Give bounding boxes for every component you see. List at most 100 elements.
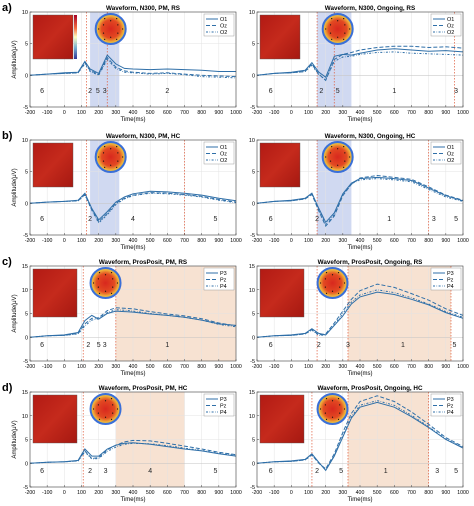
electrode-dot: [329, 24, 332, 26]
segment-label: 2: [315, 216, 319, 223]
y-tick-label: -5: [250, 485, 255, 491]
electrode-dot: [102, 152, 105, 154]
x-axis-label: Time(ms): [120, 117, 145, 123]
y-tick-label: 5: [25, 438, 28, 444]
legend-entry: O1: [447, 17, 454, 23]
x-tick-label: 400: [356, 490, 365, 496]
x-tick-label: 100: [304, 238, 313, 244]
x-tick-label: 0: [290, 490, 293, 496]
x-tick-label: -200: [25, 238, 35, 244]
series-line-O2: [29, 192, 237, 224]
x-tick-label: -200: [252, 110, 262, 116]
electrode-dot: [331, 290, 334, 292]
x-tick-label: 200: [94, 490, 103, 496]
y-tick-label: 0: [25, 335, 28, 341]
y-tick-label: 5: [252, 42, 255, 48]
electrode-dot: [343, 408, 346, 410]
y-tick-label: 15: [249, 390, 255, 396]
legend-entry: P4: [220, 410, 227, 416]
x-tick-label: 0: [290, 110, 293, 116]
legend-entry: P3: [220, 397, 227, 403]
scalp-topography-icon: [321, 141, 354, 173]
legend-entry: Oz: [447, 24, 454, 30]
electrode-dot: [117, 24, 119, 26]
segment-label: 6: [269, 216, 273, 223]
electrode-dot: [110, 292, 113, 294]
electrode-dot: [339, 404, 341, 406]
scalp-topography-icon: [94, 141, 127, 173]
x-tick-label: 0: [63, 364, 66, 370]
electrode-dot: [325, 28, 327, 30]
y-tick-label: 10: [22, 288, 28, 294]
x-tick-label: 100: [77, 364, 86, 370]
electrode-dot: [116, 408, 119, 410]
x-tick-label: 500: [373, 238, 382, 244]
segment-label: 2: [86, 342, 90, 349]
segment-label: 2: [315, 468, 319, 475]
x-tick-label: 1000: [457, 490, 469, 496]
x-tick-label: 700: [407, 490, 416, 496]
segment-label: 6: [269, 88, 273, 95]
x-tick-label: -100: [42, 490, 52, 496]
electrode-dot: [110, 272, 113, 274]
electrode-dot: [117, 152, 119, 154]
x-tick-label: -100: [42, 364, 52, 370]
x-tick-label: 500: [146, 364, 155, 370]
legend-entry: Oz: [220, 24, 227, 30]
segment-label: 5: [213, 216, 217, 223]
electrode-dot: [110, 148, 112, 150]
segment-label: 2: [88, 468, 92, 475]
segment-label: 4: [131, 216, 135, 223]
y-tick-label: 10: [249, 414, 255, 420]
electrode-dot: [325, 272, 328, 274]
electrode-dot: [344, 24, 346, 26]
x-tick-label: 700: [180, 110, 189, 116]
x-tick-label: 400: [129, 110, 138, 116]
x-tick-label: 600: [390, 110, 399, 116]
chart-panel: 6 2 5 3 1-200 -100 0 100 200 300 400 500 600 700 800 90…: [12, 259, 242, 377]
x-tick-label: 800: [197, 364, 206, 370]
x-tick-label: 600: [163, 110, 172, 116]
x-tick-label: 100: [304, 364, 313, 370]
x-tick-label: -200: [252, 364, 262, 370]
y-tick-label: -5: [23, 485, 28, 491]
microstate-matrix-image: [259, 14, 301, 60]
x-tick-label: 100: [304, 110, 313, 116]
chart-title: Waveform, N300, PM, RS: [106, 5, 180, 12]
electrode-dot: [116, 18, 118, 20]
x-axis-label: Time(ms): [120, 245, 145, 251]
x-tick-label: 1000: [457, 238, 469, 244]
chart-title: Waveform, ProsPosit, PM, HC: [99, 385, 188, 392]
x-tick-label: 900: [215, 110, 224, 116]
electrode-dot: [324, 278, 326, 280]
x-tick-label: 500: [373, 364, 382, 370]
electrode-dot: [329, 32, 332, 34]
electrode-dot: [339, 278, 341, 280]
x-axis-label: Time(ms): [347, 497, 372, 503]
segment-label: 3: [103, 342, 107, 349]
electrode-dot: [325, 156, 327, 158]
x-tick-label: 200: [321, 490, 330, 496]
electrode-dot: [329, 152, 332, 154]
y-tick-label: -5: [23, 359, 28, 365]
segment-label: 5: [336, 88, 340, 95]
y-tick-label: 0: [252, 201, 255, 207]
legend-entry: P3: [447, 397, 454, 403]
electrode-dot: [97, 404, 99, 406]
chart-panel: 6 2 5 3 2-200 -100 0 100 200 300 400 500 600 700 800 90…: [12, 5, 242, 123]
segment-label: 1: [387, 216, 391, 223]
series-line-P4: [29, 442, 237, 464]
x-tick-label: 100: [77, 110, 86, 116]
electrode-dot: [339, 286, 341, 288]
legend-entry: Oz: [220, 152, 227, 158]
segment-label: 3: [104, 468, 108, 475]
electrode-dot: [98, 272, 101, 274]
x-tick-label: 300: [112, 364, 121, 370]
legend-entry: O2: [220, 30, 227, 36]
x-tick-label: 900: [442, 238, 451, 244]
